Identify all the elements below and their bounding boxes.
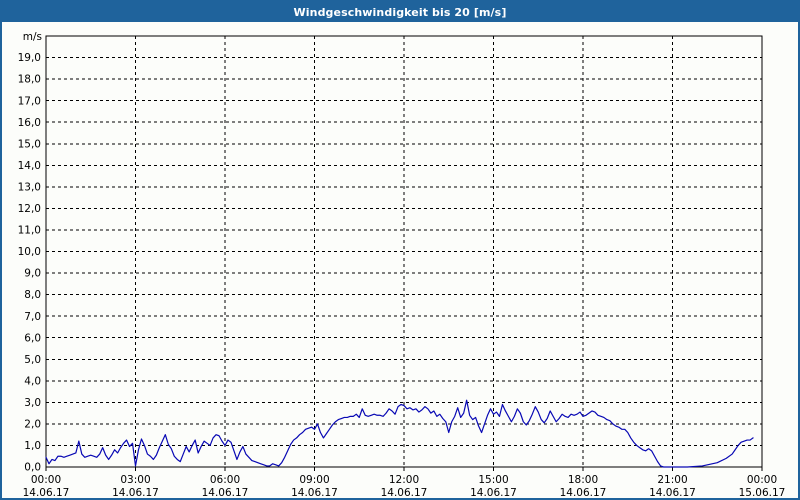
x-axis-time-label: 21:00	[657, 474, 687, 486]
x-axis-time-label: 00:00	[31, 474, 61, 486]
x-axis-date-label: 14.06.17	[23, 487, 70, 498]
x-axis-time-label: 12:00	[389, 474, 419, 486]
plot-frame	[45, 35, 763, 468]
y-axis-tick-label: 4,0	[24, 375, 41, 387]
page-title: Windgeschwindigkeit bis 20 [m/s]	[293, 5, 507, 19]
y-axis-tick-label: 7,0	[24, 311, 41, 323]
y-axis-tick-label: 11,0	[18, 225, 41, 237]
x-axis-date-label: 14.06.17	[381, 487, 428, 498]
x-axis-date-label: 14.06.17	[560, 487, 607, 498]
y-axis-unit-label: m/s	[23, 31, 42, 43]
x-axis-time-label: 15:00	[478, 474, 508, 486]
y-axis-tick-labels: 0,0 1,0 2,0 3,0 4,0 5,0 6,0 7,0 8,0 9,0 10,0 11,0 12…	[18, 52, 41, 473]
x-axis-time-label: 18:00	[568, 474, 598, 486]
chart-plot-area: 0,0 1,0 2,0 3,0 4,0 5,0 6,0 7,0 8,0 9,0 10,0 11,0 12…	[2, 22, 798, 498]
y-axis-tick-label: 2,0	[24, 419, 41, 431]
y-axis-tick-label: 0,0	[24, 462, 41, 474]
y-axis-tick-label: 12,0	[18, 203, 41, 215]
y-axis-tick-label: 14,0	[18, 160, 41, 172]
x-axis-time-label: 00:00	[747, 474, 777, 486]
x-axis-ticks	[45, 467, 763, 471]
y-gridlines	[46, 57, 762, 446]
y-axis-tick-label: 13,0	[18, 181, 41, 193]
x-axis-date-label: 14.06.17	[202, 487, 249, 498]
x-axis-date-label: 14.06.17	[649, 487, 696, 498]
x-axis-date-label: 14.06.17	[470, 487, 517, 498]
x-axis-tick-labels: 00:0014.06.1703:0014.06.1706:0014.06.170…	[23, 474, 786, 498]
y-axis-tick-label: 3,0	[24, 397, 41, 409]
y-axis-tick-label: 8,0	[24, 289, 41, 301]
y-axis-tick-label: 6,0	[24, 332, 41, 344]
y-axis-tick-label: 9,0	[24, 268, 41, 280]
y-axis-tick-label: 17,0	[18, 95, 41, 107]
x-axis-time-label: 06:00	[210, 474, 240, 486]
y-axis-tick-label: 10,0	[18, 246, 41, 258]
wind-speed-series-line	[45, 399, 754, 468]
x-axis-time-label: 09:00	[299, 474, 329, 486]
y-axis-tick-label: 18,0	[18, 74, 41, 86]
y-axis-tick-label: 5,0	[24, 354, 41, 366]
x-axis-date-label: 15.06.17	[739, 487, 786, 498]
wind-speed-line-chart: 0,0 1,0 2,0 3,0 4,0 5,0 6,0 7,0 8,0 9,0 10,0 11,0 12…	[18, 31, 786, 498]
x-axis-date-label: 14.06.17	[291, 487, 338, 498]
y-axis-tick-label: 19,0	[18, 52, 41, 64]
window-title-bar: Windgeschwindigkeit bis 20 [m/s]	[2, 2, 798, 22]
y-axis-tick-label: 1,0	[24, 440, 41, 452]
x-axis-time-label: 03:00	[120, 474, 150, 486]
y-axis-tick-label: 16,0	[18, 117, 41, 129]
y-axis-tick-label: 15,0	[18, 138, 41, 150]
x-axis-date-label: 14.06.17	[112, 487, 159, 498]
